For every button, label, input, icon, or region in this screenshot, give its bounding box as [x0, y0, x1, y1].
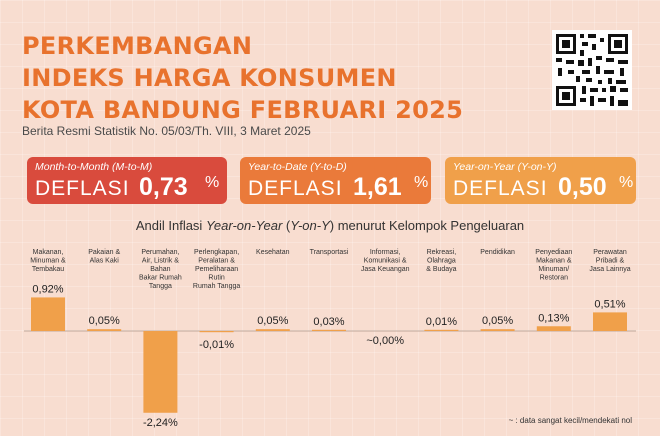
- data-label: 0,92%: [32, 283, 63, 295]
- data-label: 0,05%: [482, 315, 513, 327]
- title-line-3: KOTA BANDUNG FEBRUARI 2025: [22, 96, 464, 124]
- card-year-to-date: Year-to-Date (Y-to-D) DEFLASI 1,61 %: [240, 157, 431, 204]
- card-yoy-type: DEFLASI: [453, 177, 548, 200]
- category-label: Perumahan, Air, Listrik & Bahan Bakar Rumah…: [139, 249, 182, 290]
- card-ytd-label: Year-to-Date (Y-to-D): [248, 161, 347, 173]
- qr-code-icon: [552, 30, 632, 110]
- card-month-to-month: Month-to-Month (M-to-M) DEFLASI 0,73 %: [27, 157, 227, 204]
- category-label: Perlengkapan, Peralatan & Pemeliharaan Ruti…: [193, 249, 240, 290]
- chart-title-post: ) menurut Kelompok Pengeluaran: [329, 218, 525, 233]
- card-year-on-year: Year-on-Year (Y-on-Y) DEFLASI 0,50 %: [445, 157, 636, 204]
- bar: [424, 329, 459, 331]
- chart-title-italic2: Y-on-Y: [290, 218, 330, 233]
- card-yoy-value: 0,50: [558, 173, 607, 201]
- data-label: 0,13%: [538, 312, 569, 324]
- category-label: Rekreasi, Olahraga & Budaya: [426, 249, 456, 273]
- data-label: 0,05%: [89, 315, 120, 327]
- bar: [593, 312, 627, 331]
- chart-title-italic: Year-on-Year: [205, 218, 283, 233]
- card-yoy-unit: %: [619, 174, 634, 191]
- chart-title: Andil Inflasi Year-on-Year (Y-on-Y) menu…: [0, 218, 660, 233]
- bar: [199, 331, 234, 333]
- bar: [31, 297, 65, 331]
- card-mtm-label: Month-to-Month (M-to-M): [35, 161, 153, 173]
- bar: [536, 326, 571, 331]
- data-label: -2,24%: [143, 417, 178, 429]
- subtitle: Berita Resmi Statistik No. 05/03/Th. VII…: [22, 124, 311, 138]
- data-label: 0,01%: [426, 316, 457, 328]
- category-label: Perawatan Pribadi & Jasa Lainnya: [589, 249, 630, 273]
- data-label: -0,01%: [199, 339, 234, 351]
- bar: [312, 329, 346, 331]
- card-ytd-unit: %: [414, 174, 429, 191]
- data-label: 0,51%: [594, 298, 625, 310]
- chart-title-mid: (: [282, 218, 291, 233]
- title-line-2: INDEKS HARGA KONSUMEN: [22, 64, 397, 92]
- card-ytd-value: 1,61: [353, 173, 402, 201]
- category-label: Makanan, Minuman & Tembakau: [30, 249, 66, 273]
- category-label: Penyediaan Makanan & Minuman/Restoran: [535, 249, 572, 282]
- bar: [255, 329, 290, 331]
- card-mtm-type: DEFLASI: [35, 177, 130, 200]
- card-yoy-label: Year-on-Year (Y-on-Y): [453, 161, 557, 173]
- category-label: Transportasi: [310, 249, 349, 256]
- title-line-1: PERKEMBANGAN: [22, 32, 253, 60]
- bar: [87, 329, 122, 331]
- card-mtm-unit: %: [205, 174, 220, 191]
- data-label: ~0,00%: [366, 335, 404, 347]
- page-title: PERKEMBANGAN INDEKS HARGA KONSUMEN KOTA …: [22, 30, 463, 126]
- chart-title-pre: Andil Inflasi: [135, 218, 206, 233]
- data-label: 0,03%: [313, 316, 344, 328]
- bar: [480, 329, 515, 331]
- card-ytd-type: DEFLASI: [248, 177, 343, 200]
- category-label: Kesehatan: [256, 249, 290, 256]
- footnote: ~ : data sangat kecil/mendekati nol: [508, 416, 632, 425]
- category-label: Informasi, Komunikasi & Jasa Keuangan: [361, 249, 410, 273]
- category-label: Pakaian & Alas Kaki: [88, 249, 120, 265]
- data-label: 0,05%: [257, 315, 288, 327]
- card-mtm-value: 0,73: [139, 173, 188, 201]
- bar: [143, 331, 178, 413]
- category-label: Pendidikan: [480, 249, 515, 256]
